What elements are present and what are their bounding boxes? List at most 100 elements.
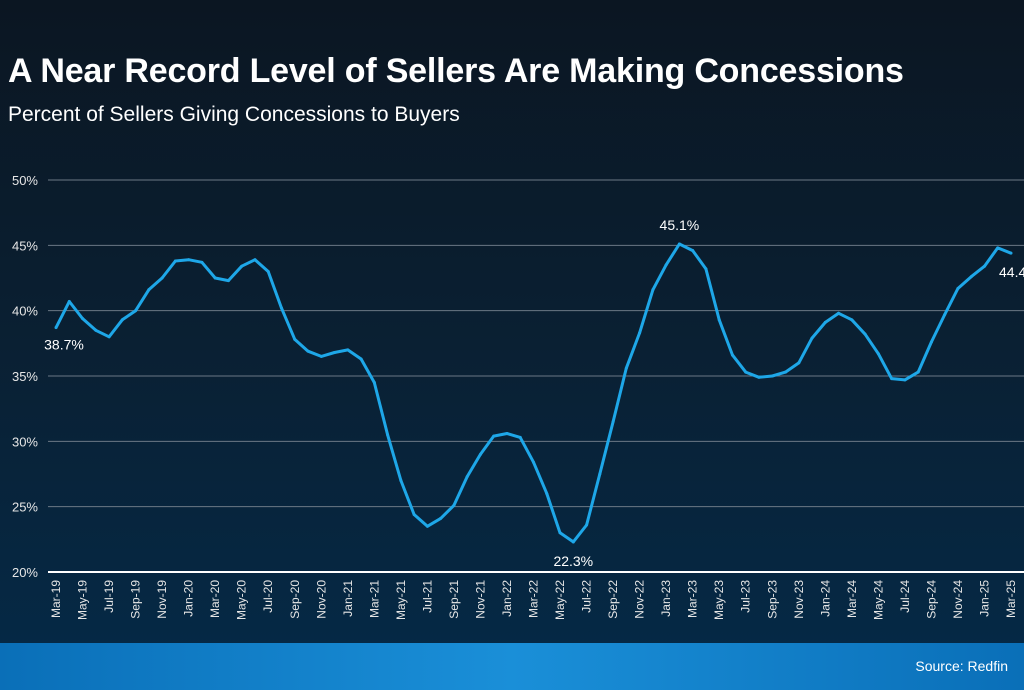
chart-title: A Near Record Level of Sellers Are Makin… bbox=[8, 52, 904, 90]
x-tick-label: Jan-20 bbox=[182, 580, 196, 617]
x-tick-label: Nov-19 bbox=[155, 580, 169, 619]
data-point bbox=[67, 300, 71, 304]
data-point bbox=[545, 492, 549, 496]
data-point bbox=[651, 288, 655, 292]
data-point bbox=[823, 320, 827, 324]
data-point bbox=[770, 374, 774, 378]
data-point bbox=[240, 264, 244, 268]
data-point bbox=[571, 540, 575, 544]
x-tick-label: Jul-21 bbox=[420, 580, 434, 613]
x-tick-label: Jan-23 bbox=[659, 580, 673, 617]
x-tick-label: Jul-23 bbox=[739, 580, 753, 613]
data-point bbox=[279, 306, 283, 310]
x-tick-label: Nov-24 bbox=[951, 580, 965, 619]
x-tick-label: Mar-22 bbox=[527, 580, 541, 618]
x-tick-label: May-21 bbox=[394, 580, 408, 620]
chart-subtitle: Percent of Sellers Giving Concessions to… bbox=[8, 103, 460, 126]
x-tick-label: May-19 bbox=[76, 580, 90, 620]
data-point bbox=[837, 311, 841, 315]
data-point bbox=[492, 434, 496, 438]
x-tick-label: Mar-23 bbox=[686, 580, 700, 618]
data-point bbox=[147, 288, 151, 292]
data-point bbox=[293, 337, 297, 341]
data-point bbox=[624, 366, 628, 370]
x-tick-label: Jul-20 bbox=[261, 580, 275, 613]
data-label: 44.4% bbox=[999, 264, 1024, 280]
data-point bbox=[452, 503, 456, 507]
data-point bbox=[187, 258, 191, 262]
data-label: 38.7% bbox=[44, 337, 84, 353]
source-note: Source: Redfin bbox=[915, 658, 1008, 674]
data-point bbox=[890, 377, 894, 381]
data-point bbox=[54, 326, 58, 330]
data-label: 22.3% bbox=[553, 553, 593, 569]
x-tick-label: Mar-25 bbox=[1004, 580, 1018, 618]
data-point bbox=[173, 259, 177, 263]
y-tick-label: 25% bbox=[12, 500, 38, 515]
y-tick-label: 20% bbox=[12, 565, 38, 580]
x-tick-label: Nov-21 bbox=[473, 580, 487, 619]
data-point bbox=[439, 516, 443, 520]
x-tick-label: May-24 bbox=[871, 580, 885, 620]
data-point bbox=[876, 352, 880, 356]
data-point bbox=[306, 349, 310, 353]
x-tick-label: Jul-24 bbox=[898, 580, 912, 613]
data-point bbox=[664, 263, 668, 267]
x-tick-label: Jan-25 bbox=[977, 580, 991, 617]
data-point bbox=[850, 318, 854, 322]
data-point bbox=[784, 370, 788, 374]
data-point bbox=[611, 420, 615, 424]
x-tick-label: Nov-20 bbox=[314, 580, 328, 619]
data-point bbox=[346, 348, 350, 352]
data-point bbox=[982, 264, 986, 268]
data-point bbox=[412, 513, 416, 517]
y-tick-label: 35% bbox=[12, 369, 38, 384]
data-label: 45.1% bbox=[660, 217, 700, 233]
data-point bbox=[505, 431, 509, 435]
line-chart: 20% 25% 30% 35% 40% 45% 50% Mar-19 May-19 Jul-19 S… bbox=[12, 173, 1024, 620]
data-point bbox=[319, 354, 323, 358]
y-tick-label: 40% bbox=[12, 304, 38, 319]
data-point bbox=[797, 361, 801, 365]
data-point bbox=[757, 375, 761, 379]
data-point bbox=[585, 523, 589, 527]
data-point bbox=[94, 328, 98, 332]
x-tick-label: Sep-24 bbox=[924, 580, 938, 619]
x-tick-label: Jul-19 bbox=[102, 580, 116, 613]
data-point bbox=[863, 332, 867, 336]
y-tick-label: 30% bbox=[12, 434, 38, 449]
data-point bbox=[81, 317, 85, 321]
data-point bbox=[425, 524, 429, 528]
data-point bbox=[226, 279, 230, 283]
data-point bbox=[691, 249, 695, 253]
x-tick-label: Mar-24 bbox=[845, 580, 859, 618]
data-point bbox=[677, 242, 681, 246]
data-point bbox=[956, 286, 960, 290]
data-point bbox=[160, 276, 164, 280]
x-tick-label: Nov-22 bbox=[633, 580, 647, 619]
x-tick-label: Mar-20 bbox=[208, 580, 222, 618]
data-point bbox=[903, 378, 907, 382]
data-point bbox=[478, 452, 482, 456]
data-point bbox=[598, 472, 602, 476]
data-point bbox=[638, 331, 642, 335]
x-tick-label: May-20 bbox=[235, 580, 249, 620]
data-point bbox=[266, 269, 270, 273]
series-line bbox=[54, 242, 1012, 544]
x-tick-label: Jan-24 bbox=[818, 580, 832, 617]
x-tick-label: Sep-19 bbox=[129, 580, 143, 619]
x-tick-label: May-23 bbox=[712, 580, 726, 620]
data-point bbox=[744, 370, 748, 374]
data-point bbox=[120, 318, 124, 322]
data-point bbox=[1009, 251, 1013, 255]
data-point bbox=[253, 258, 257, 262]
x-tick-label: Sep-22 bbox=[606, 580, 620, 619]
data-point bbox=[399, 479, 403, 483]
x-tick-label: Nov-23 bbox=[792, 580, 806, 619]
data-point bbox=[359, 357, 363, 361]
data-point bbox=[213, 276, 217, 280]
data-point bbox=[704, 267, 708, 271]
x-tick-label: May-22 bbox=[553, 580, 567, 620]
data-point bbox=[943, 313, 947, 317]
data-point bbox=[810, 336, 814, 340]
